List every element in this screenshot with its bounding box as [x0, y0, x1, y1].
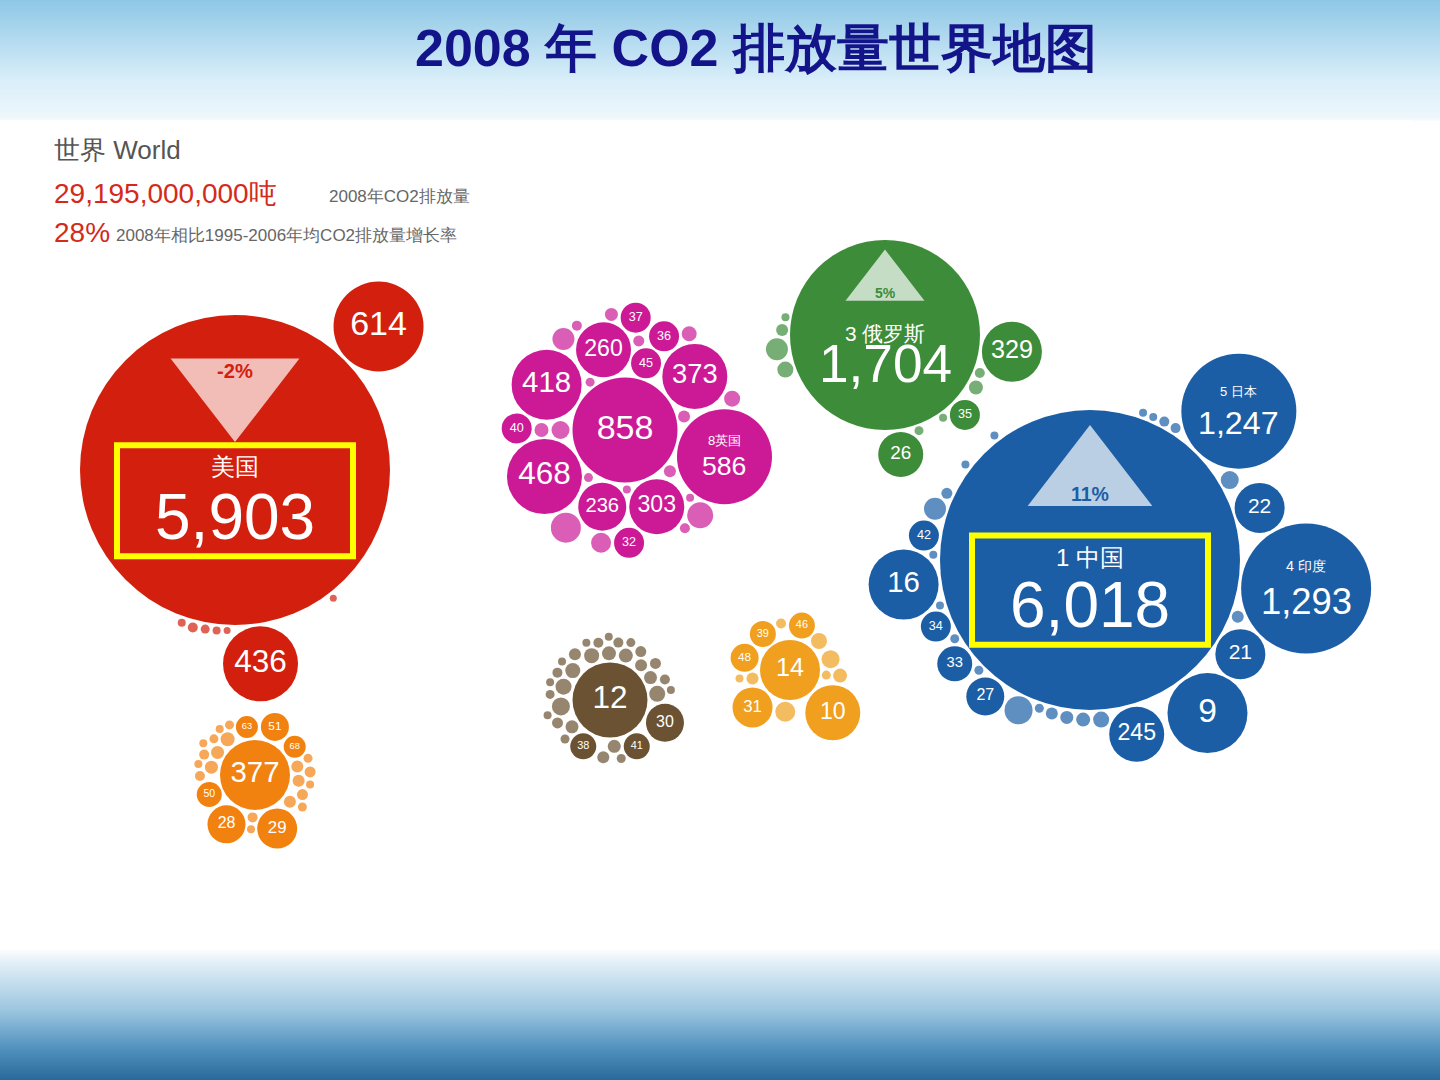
svg-text:2008年CO2排放量: 2008年CO2排放量 [329, 187, 470, 206]
svg-text:858: 858 [597, 408, 654, 446]
svg-text:31: 31 [743, 697, 762, 716]
svg-text:5,903: 5,903 [155, 481, 315, 553]
svg-text:329: 329 [991, 335, 1033, 363]
svg-text:-2%: -2% [217, 360, 253, 382]
svg-text:42: 42 [917, 528, 931, 542]
svg-text:1,704: 1,704 [819, 334, 952, 393]
svg-text:28%: 28% [54, 217, 110, 248]
svg-text:22: 22 [1248, 494, 1271, 517]
svg-text:6,018: 6,018 [1010, 569, 1170, 641]
svg-text:50: 50 [203, 787, 215, 799]
svg-text:48: 48 [738, 650, 752, 663]
svg-text:29: 29 [268, 818, 287, 837]
svg-text:1 中国: 1 中国 [1056, 544, 1124, 571]
svg-text:373: 373 [672, 358, 718, 389]
svg-text:30: 30 [656, 713, 674, 730]
svg-text:35: 35 [958, 407, 972, 421]
svg-text:39: 39 [757, 627, 769, 639]
svg-text:3 俄罗斯: 3 俄罗斯 [845, 322, 925, 345]
svg-text:1,247: 1,247 [1198, 405, 1279, 441]
svg-text:9: 9 [1198, 692, 1217, 729]
svg-text:38: 38 [577, 739, 589, 751]
svg-text:468: 468 [518, 455, 571, 491]
svg-text:2008年相比1995-2006年均CO2排放量增长率: 2008年相比1995-2006年均CO2排放量增长率 [116, 226, 457, 245]
svg-text:51: 51 [268, 719, 281, 732]
svg-text:14: 14 [776, 653, 804, 681]
svg-text:45: 45 [639, 356, 653, 370]
svg-text:27: 27 [976, 686, 994, 703]
svg-text:436: 436 [234, 643, 287, 679]
svg-text:1,293: 1,293 [1261, 581, 1352, 622]
svg-text:29,195,000,000吨: 29,195,000,000吨 [54, 178, 277, 209]
svg-text:世界 World: 世界 World [54, 135, 181, 165]
svg-text:245: 245 [1117, 719, 1156, 745]
svg-text:16: 16 [887, 565, 920, 598]
svg-text:68: 68 [290, 741, 300, 751]
svg-text:10: 10 [820, 698, 846, 724]
svg-text:46: 46 [796, 618, 808, 630]
svg-text:26: 26 [890, 442, 911, 463]
svg-text:40: 40 [510, 421, 524, 435]
svg-text:32: 32 [622, 535, 636, 549]
svg-text:5%: 5% [875, 285, 896, 301]
svg-text:4 印度: 4 印度 [1286, 558, 1326, 574]
svg-text:8英国: 8英国 [708, 433, 741, 448]
svg-text:418: 418 [522, 365, 571, 398]
svg-text:33: 33 [947, 654, 963, 670]
svg-text:36: 36 [657, 329, 671, 343]
svg-text:614: 614 [350, 304, 407, 342]
svg-text:美国: 美国 [211, 453, 259, 480]
svg-text:377: 377 [230, 755, 279, 788]
svg-text:260: 260 [584, 335, 623, 361]
svg-text:28: 28 [218, 814, 236, 831]
svg-text:12: 12 [592, 679, 627, 715]
svg-text:34: 34 [929, 619, 943, 633]
svg-text:303: 303 [637, 491, 676, 517]
svg-text:11%: 11% [1071, 483, 1109, 505]
svg-text:586: 586 [702, 451, 746, 481]
svg-text:2008 年 CO2 排放量世界地图: 2008 年 CO2 排放量世界地图 [415, 19, 1097, 77]
svg-text:21: 21 [1229, 640, 1252, 663]
svg-text:37: 37 [629, 310, 643, 324]
svg-text:41: 41 [631, 739, 643, 751]
svg-text:236: 236 [585, 494, 619, 516]
svg-text:5 日本: 5 日本 [1220, 384, 1257, 399]
svg-text:63: 63 [242, 721, 252, 731]
